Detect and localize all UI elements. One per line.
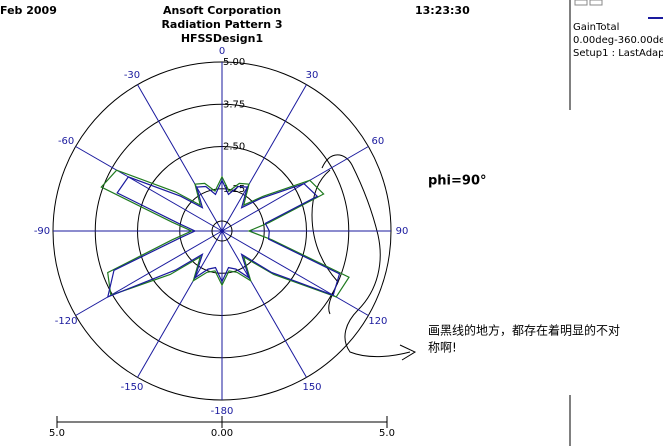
pattern-line bbox=[106, 176, 341, 298]
date: Feb 2009 bbox=[0, 4, 57, 17]
center-circle bbox=[211, 220, 233, 242]
angle-label: 90 bbox=[396, 226, 409, 237]
grid-spoke bbox=[75, 146, 223, 232]
angle-label: -90 bbox=[34, 226, 50, 237]
grid-spoke bbox=[221, 230, 307, 378]
design-name: HFSSDesign1 bbox=[181, 32, 263, 45]
angle-label: 120 bbox=[368, 316, 387, 327]
angle-label: 30 bbox=[306, 70, 319, 81]
r-tick-label: 5.00 bbox=[223, 57, 245, 68]
angle-label: -180 bbox=[211, 406, 234, 417]
hand-drawn-marks bbox=[311, 154, 417, 361]
annotation: 称啊! bbox=[428, 341, 457, 355]
angle-label: -30 bbox=[124, 70, 140, 81]
scale-label: 5.0 bbox=[49, 428, 65, 439]
grid-spoke bbox=[75, 230, 223, 316]
chart-title: Ansoft Corporation bbox=[163, 4, 281, 17]
grid-spoke bbox=[137, 230, 223, 378]
legend-line: 0.00deg-360.00deg bbox=[573, 35, 663, 46]
scale-label: 0.00 bbox=[211, 428, 233, 439]
r-tick-label: 2.50 bbox=[223, 142, 245, 153]
grid-spoke bbox=[221, 84, 307, 232]
panel-button bbox=[589, 0, 603, 6]
legend-line: Setup1 : LastAdapt bbox=[573, 48, 663, 59]
angle-label: -120 bbox=[55, 316, 78, 327]
angle-label: -60 bbox=[58, 136, 74, 147]
scale-label: 5.0 bbox=[379, 428, 395, 439]
annotation: 画黑线的地方，都存在着明显的不对 bbox=[428, 323, 620, 338]
grid-spoke bbox=[221, 230, 369, 316]
angle-label: 0 bbox=[219, 46, 225, 57]
panel-button bbox=[574, 0, 588, 6]
grid-spoke bbox=[221, 146, 369, 232]
annotation: phi=90° bbox=[428, 174, 487, 189]
time: 13:23:30 bbox=[415, 4, 470, 17]
angle-label: 150 bbox=[302, 382, 321, 393]
r-tick-label: 3.75 bbox=[223, 99, 245, 110]
angle-label: 60 bbox=[372, 136, 385, 147]
chart-subtitle: Radiation Pattern 3 bbox=[161, 18, 282, 31]
angle-label: -150 bbox=[121, 382, 144, 393]
grid-spoke bbox=[137, 84, 223, 232]
legend-title: GainTotal bbox=[573, 22, 619, 33]
